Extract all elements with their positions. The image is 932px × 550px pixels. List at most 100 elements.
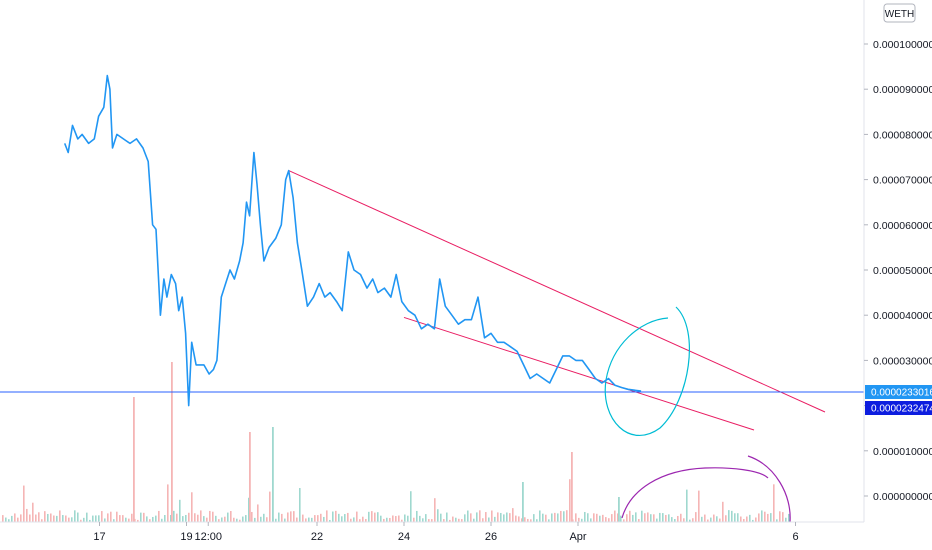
volume-bar xyxy=(329,519,331,522)
volume-bar xyxy=(683,518,685,522)
volume-bar xyxy=(512,508,514,522)
volume-bar xyxy=(566,510,568,522)
volume-bar xyxy=(296,517,298,522)
volume-bar xyxy=(113,519,115,522)
volume-bar xyxy=(83,517,85,522)
volume-bar xyxy=(152,516,154,522)
volume-bar xyxy=(692,518,694,522)
volume-bar xyxy=(563,511,565,522)
volume-arc-right xyxy=(747,455,791,523)
volume-bar xyxy=(449,519,451,522)
volume-bar xyxy=(128,518,130,522)
volume-bar xyxy=(551,513,553,522)
volume-bar xyxy=(299,488,301,522)
x-tick-label: 24 xyxy=(398,531,410,543)
volume-bar xyxy=(155,515,157,522)
volume-bar xyxy=(224,516,226,522)
volume-bar xyxy=(206,517,208,522)
volume-bar xyxy=(92,515,94,522)
volume-bar xyxy=(140,512,142,522)
volume-bar xyxy=(635,512,637,522)
volume-bar xyxy=(275,518,277,522)
volume-bar xyxy=(323,516,325,522)
drawing-layer[interactable] xyxy=(0,170,864,523)
symbol-badge[interactable]: WETH xyxy=(883,3,916,23)
volume-bar xyxy=(587,513,589,522)
volume-spike xyxy=(171,362,173,522)
volume-bar xyxy=(788,513,790,522)
volume-bar xyxy=(599,515,601,522)
volume-bar xyxy=(647,512,649,522)
volume-bar xyxy=(125,517,127,522)
volume-bar xyxy=(734,513,736,522)
volume-bar xyxy=(641,510,643,522)
volume-bar xyxy=(560,510,562,522)
volume-bar xyxy=(623,519,625,522)
volume-bar xyxy=(608,518,610,522)
volume-bar xyxy=(311,517,313,522)
volume-bar xyxy=(425,514,427,522)
highlight-circle xyxy=(604,306,690,436)
volume-bar xyxy=(482,518,484,522)
volume-bar xyxy=(533,514,535,522)
volume-bar xyxy=(5,517,7,522)
volume-bar xyxy=(302,514,304,522)
volume-bar xyxy=(269,491,271,522)
volume-spike xyxy=(522,482,524,522)
volume-bar xyxy=(467,510,469,522)
volume-bar xyxy=(404,514,406,522)
volume-bar xyxy=(755,517,757,522)
volume-bar xyxy=(776,519,778,522)
volume-bar xyxy=(743,518,745,522)
volume-bar xyxy=(779,511,781,522)
volume-bar xyxy=(785,517,787,522)
volume-bar xyxy=(617,513,619,522)
volume-bar xyxy=(752,519,754,522)
volume-bar xyxy=(548,519,550,522)
volume-bar xyxy=(80,519,82,522)
volume-bar xyxy=(281,513,283,522)
volume-bar xyxy=(473,518,475,522)
volume-bar xyxy=(782,512,784,522)
volume-bar xyxy=(188,512,190,522)
volume-bar xyxy=(104,518,106,522)
volume-bar xyxy=(245,515,247,522)
x-tick-label: 22 xyxy=(311,531,323,543)
volume-bar xyxy=(338,513,340,522)
volume-bar xyxy=(455,517,457,522)
volume-bar xyxy=(380,515,382,522)
volume-bar xyxy=(146,516,148,522)
volume-bar xyxy=(257,504,259,522)
volume-bar xyxy=(506,512,508,522)
volume-arc xyxy=(621,467,769,519)
volume-bar xyxy=(29,514,31,522)
volume-bar xyxy=(578,517,580,522)
volume-bar xyxy=(557,513,559,522)
volume-bar xyxy=(218,519,220,522)
volume-bar xyxy=(362,516,364,522)
volume-bar xyxy=(554,512,556,522)
volume-bar xyxy=(386,517,388,522)
symbol-badge-box xyxy=(883,3,916,23)
volume-bar xyxy=(122,515,124,522)
volume-bar xyxy=(644,513,646,522)
volume-bar xyxy=(248,497,250,522)
volume-bar xyxy=(665,514,667,522)
volume-bar xyxy=(68,517,70,522)
volume-bar xyxy=(149,519,151,522)
volume-bar xyxy=(446,512,448,522)
volume-bar xyxy=(602,514,604,522)
volume-bar xyxy=(215,515,217,522)
volume-bar xyxy=(35,514,37,522)
volume-bar xyxy=(452,516,454,522)
volume-bar xyxy=(740,516,742,522)
volume-bar xyxy=(428,519,430,522)
volume-bar xyxy=(773,484,775,522)
